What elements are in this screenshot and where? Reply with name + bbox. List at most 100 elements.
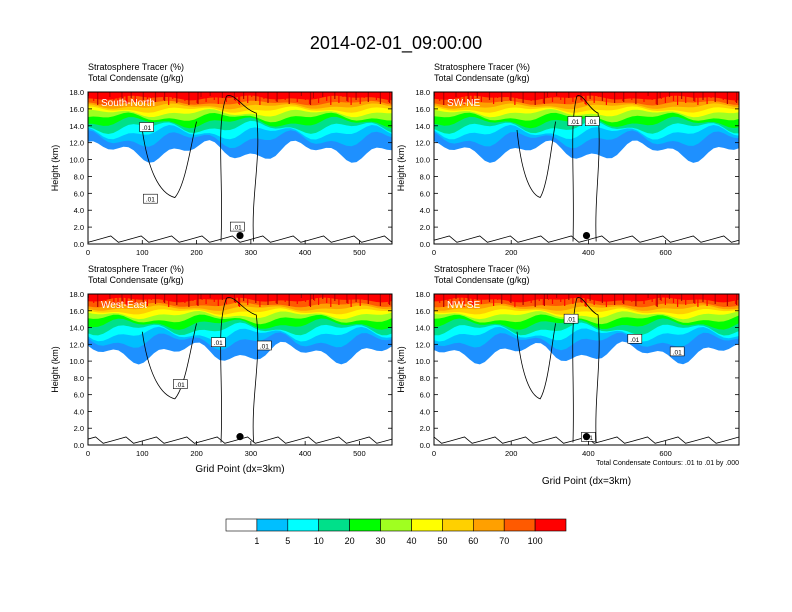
tracer-spike [459,294,461,303]
tracer-spike [730,294,733,300]
tracer-spike [546,294,549,299]
contour-label-box [563,313,579,324]
tracer-spike [497,92,499,98]
contour-line [220,297,259,443]
y-tick-label: 10.0 [415,357,430,366]
tracer-spike [197,92,199,104]
tracer-spike [467,294,469,301]
tracer-spike [192,294,194,301]
tracer-spike [318,92,320,103]
tracer-spike [685,294,687,305]
tracer-spike [326,294,328,303]
tracer-spike [518,92,520,99]
tracer-spike [93,92,95,101]
panel-header-tracer: Stratosphere Tracer (%) [434,264,530,274]
contour-label-box [230,221,245,232]
x-tick-label: 200 [190,248,203,257]
tracer-spike [314,294,316,301]
y-tick-label: 6.0 [420,189,430,198]
contour-label-box [567,116,583,126]
y-tick-label: 16.0 [69,307,84,316]
plot-frame [433,91,740,245]
tracer-spike [150,294,152,300]
tracer-spike [89,92,91,97]
tracer-spike [263,92,265,99]
tracer-spike [389,92,391,103]
tracer-spike [467,92,469,99]
tracer-spike [125,294,127,305]
tracer-spike [468,294,470,302]
tracer-spike [243,92,245,99]
tracer-spike [543,294,545,306]
y-tick-label: 6.0 [74,189,84,198]
colorbar-label: 60 [468,536,478,546]
panel-label: SW-NE [447,98,480,109]
tracer-spike [618,92,620,97]
tracer-spike [371,92,373,96]
tracer-spike [435,294,437,299]
tracer-spike [101,92,103,99]
tracer-spike [451,294,453,305]
tracer-spike [284,294,286,302]
tracer-spike [267,294,269,305]
tracer-spike [326,92,328,101]
tracer-spike [651,294,653,302]
tracer-spike [383,294,386,300]
colorbar-box [534,518,567,532]
tracer-spike [522,294,524,305]
tracer-spike [142,294,144,302]
tracer-spike [125,92,127,103]
panel-label: West-East [101,300,147,311]
tracer-spike [585,294,587,307]
tracer-spike [631,92,633,100]
tracer-spike [255,294,257,303]
y-tick-label: 10.0 [69,357,84,366]
tracer-spike [514,92,516,105]
colorbar-label: 100 [528,536,543,546]
tracer-spike [689,92,691,97]
location-marker [236,231,244,240]
tracer-spike [309,92,312,105]
tracer-spike [726,92,728,104]
contour-note: Total Condensate Contours: .01 to .01 by… [596,460,739,467]
tracer-spike [468,92,470,100]
tracer-spike [296,294,298,304]
y-tick-label: 6.0 [74,391,84,400]
contour-line [434,235,739,243]
tracer-spike [560,92,562,100]
tracer-spike [234,294,237,303]
tracer-spike [556,294,558,298]
tracer-spike [722,92,724,100]
tracer-spike [188,92,190,105]
tracer-spike [300,92,302,96]
tracer-spike [130,294,132,300]
condensate-contours [88,95,392,243]
tracer-spike [664,294,666,305]
x-tick-label: 100 [136,248,149,257]
tracer-spike [88,92,90,96]
tracer-spike [122,92,124,100]
tracer-spike [176,92,178,103]
tracer-spike [121,294,123,301]
contour-label: .01 [214,340,223,347]
contour-label-box [669,346,685,357]
x-tick-label: 300 [245,248,258,257]
y-tick-label: 0.0 [74,441,84,450]
contour-label: .01 [630,337,639,344]
panel-label: South-North [101,98,155,109]
tracer-spike [702,92,704,100]
tracer-spike [271,92,273,97]
x-tick-label: 0 [432,449,436,458]
condensate-contours [88,297,392,444]
y-tick-label: 8.0 [74,374,84,383]
tracer-spike [556,92,558,96]
tracer-spike [689,294,691,299]
y-tick-label: 2.0 [420,223,430,232]
y-tick-label: 14.0 [415,122,430,131]
y-tick-label: 12.0 [69,139,84,148]
y-tick-label: 18.0 [415,290,430,299]
tracer-spike [322,92,324,97]
tracer-spike [134,92,136,102]
tracer-spike [605,92,607,105]
tracer-spike [122,294,124,302]
